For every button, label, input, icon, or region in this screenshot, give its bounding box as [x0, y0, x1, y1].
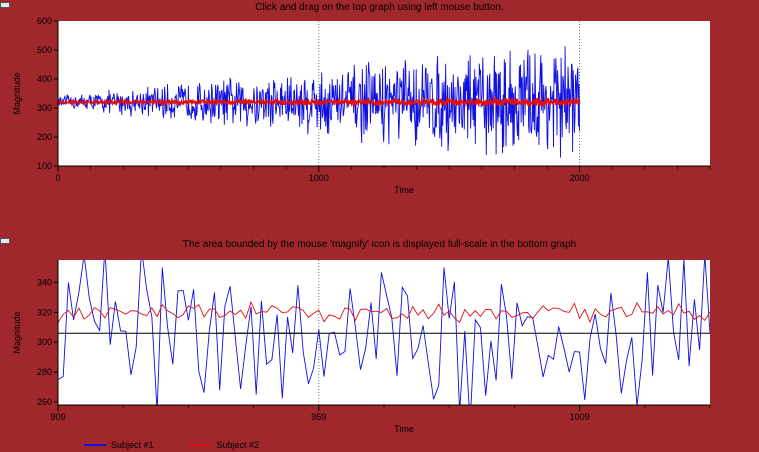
- window-control-icon-top[interactable]: [0, 2, 10, 8]
- bottom-chart[interactable]: 260 280 300 320 340 909 959 1009 Time Magnitude: [0, 237, 759, 452]
- y-tick-label-0: 100: [37, 161, 52, 171]
- x-tick-label-0: 909: [50, 412, 65, 422]
- legend-swatch-subject-1: [84, 444, 106, 446]
- x-axis-label: Time: [394, 185, 414, 195]
- y-tick-label-2: 300: [37, 337, 52, 347]
- legend-label-subject-1: Subject #1: [111, 440, 154, 450]
- window-control-icon-bottom[interactable]: [0, 238, 10, 244]
- x-axis-label: Time: [394, 424, 414, 434]
- x-tick-label-0: 0: [55, 173, 60, 183]
- y-tick-label-2: 300: [37, 103, 52, 113]
- x-tick-label-1: 959: [311, 412, 326, 422]
- plot-area: [58, 21, 710, 166]
- legend-item-subject-1: Subject #1: [84, 440, 154, 450]
- bottom-chart-title: The area bounded by the mouse 'magnify' …: [182, 239, 577, 250]
- y-tick-label-4: 500: [37, 45, 52, 55]
- y-tick-label-1: 200: [37, 132, 52, 142]
- x-tick-label-2: 2000: [570, 173, 590, 183]
- x-tick-label-1: 1000: [309, 173, 329, 183]
- legend-item-subject-2: Subject #2: [189, 440, 260, 450]
- y-axis-label: Magnitude: [12, 72, 22, 114]
- series-group: [58, 46, 581, 158]
- y-axis-label: Magnitude: [12, 311, 22, 353]
- series-line-1: [58, 260, 710, 405]
- series-line-2: [58, 300, 710, 324]
- legend-label-subject-2: Subject #2: [216, 440, 260, 450]
- y-tick-label-3: 400: [37, 74, 52, 84]
- x-tick-label-2: 1009: [570, 412, 590, 422]
- y-tick-label-1: 280: [37, 367, 52, 377]
- y-tick-label-3: 320: [37, 307, 52, 317]
- legend-swatch-subject-2: [189, 444, 212, 446]
- legend: Subject #1 Subject #2: [84, 440, 259, 450]
- series-group: [58, 260, 710, 405]
- y-tick-label-4: 340: [37, 277, 52, 287]
- y-tick-label-5: 600: [37, 16, 52, 26]
- top-chart[interactable]: 100 200 300 400 500 600 0 1000 2000 Time Magnitude: [0, 0, 759, 220]
- y-tick-label-0: 260: [37, 397, 52, 407]
- top-chart-title: Click and drag on the top graph using le…: [255, 2, 504, 13]
